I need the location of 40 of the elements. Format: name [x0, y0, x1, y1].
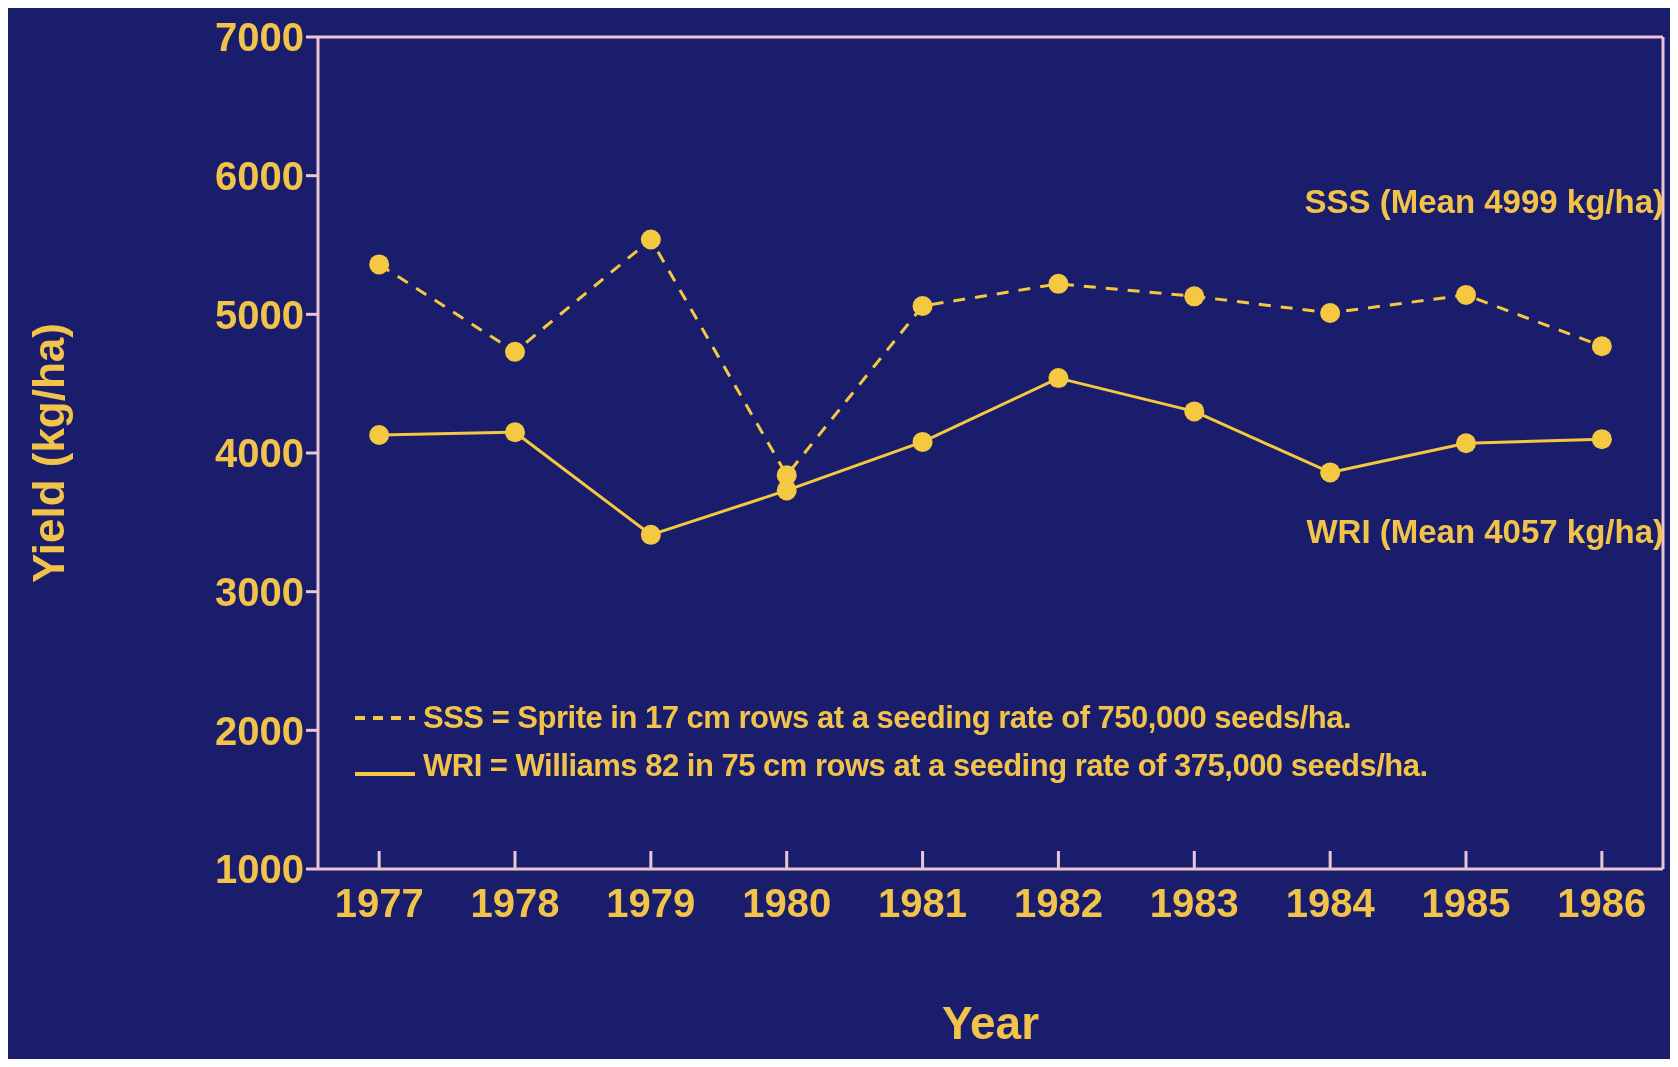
x-tick-label: 1985	[1421, 881, 1511, 925]
point	[1184, 401, 1205, 422]
y-tick-label: 5000	[215, 292, 304, 337]
x-tick-label: 1982	[1013, 881, 1103, 925]
point	[1320, 302, 1341, 323]
y-tick-label: 1000	[215, 847, 304, 892]
point	[505, 422, 525, 443]
x-tick-label: 1977	[334, 881, 424, 925]
y-tick-label: 7000	[215, 15, 304, 60]
legend-label: SSS = Sprite in 17 cm rows at a seeding rate of 750,000 seeds/ha.	[423, 700, 1352, 736]
point	[1591, 429, 1612, 450]
point	[1320, 462, 1341, 483]
y-tick-label: 2000	[215, 708, 304, 753]
point	[912, 296, 933, 317]
x-tick-label: 1979	[606, 881, 696, 925]
point	[1456, 284, 1477, 305]
point	[1048, 273, 1069, 294]
x-tick-label: 1983	[1149, 881, 1239, 925]
point	[369, 424, 390, 445]
point	[1184, 286, 1205, 307]
legend-label: WRI = Williams 82 in 75 cm rows at a seeding rate of 375,000 seeds/ha.	[423, 748, 1428, 784]
y-axis-title: Yield (kg/ha)	[23, 323, 73, 583]
x-tick-label: 1984	[1285, 881, 1376, 925]
point	[1456, 433, 1477, 454]
y-tick-label: 4000	[215, 431, 304, 476]
y-tick-label: 6000	[215, 153, 304, 198]
x-tick-label: 1978	[470, 881, 560, 925]
point	[1591, 336, 1612, 357]
point	[1048, 368, 1069, 389]
x-tick-label: 1981	[878, 881, 968, 925]
x-axis-title: Year	[941, 997, 1040, 1049]
point	[912, 431, 933, 452]
point	[369, 254, 390, 275]
x-tick-label: 1986	[1557, 881, 1647, 925]
point	[640, 229, 661, 250]
x-tick-label: 1980	[742, 881, 832, 925]
point	[505, 341, 525, 362]
point	[776, 480, 797, 501]
y-tick-label: 3000	[215, 569, 304, 614]
point	[640, 524, 661, 545]
